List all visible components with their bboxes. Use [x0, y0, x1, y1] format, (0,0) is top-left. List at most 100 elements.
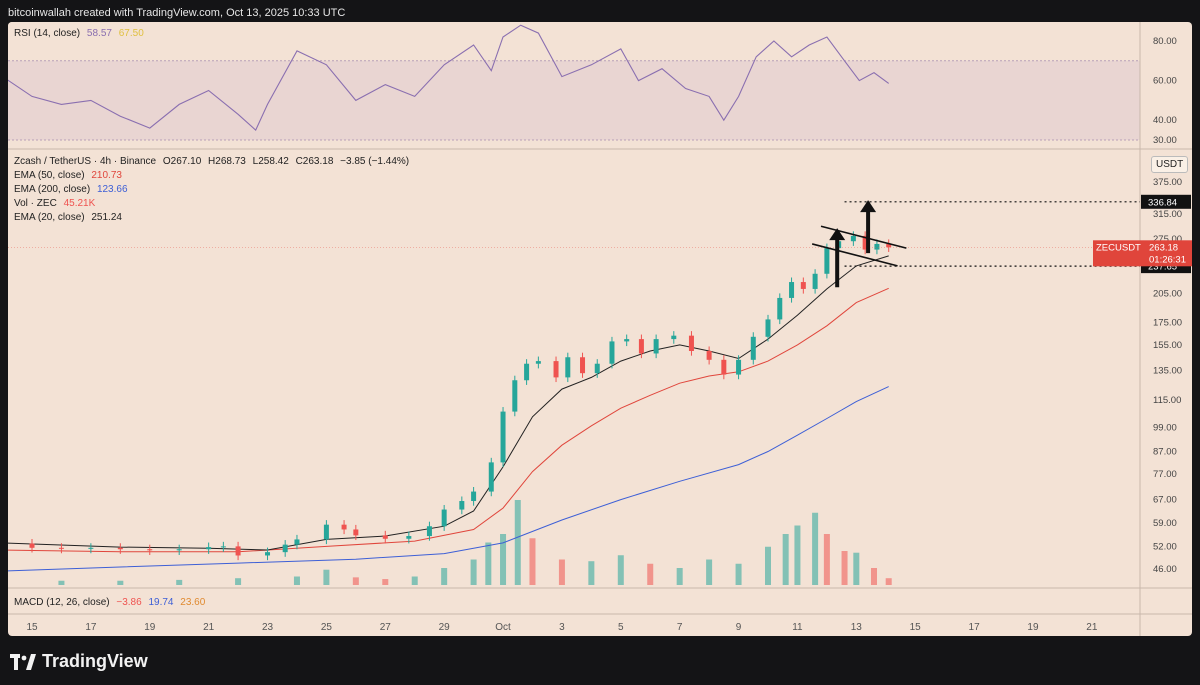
price-tick-11: 67.00: [1153, 495, 1177, 506]
candle-body: [488, 462, 494, 492]
candle-body: [777, 297, 783, 320]
candle-body: [874, 243, 880, 250]
level-tag-text-0: 336.84: [1148, 197, 1177, 208]
currency-button[interactable]: USDT: [1151, 156, 1189, 173]
time-tick-14: 13: [851, 622, 863, 633]
rsi-tick-1: 60.00: [1153, 76, 1177, 87]
candle-body: [235, 546, 241, 556]
volume-bar: [765, 546, 771, 585]
target-arrow-head: [860, 200, 877, 213]
ema20-legend: EMA (20, close) 251.24: [14, 212, 126, 223]
volume-bar: [676, 568, 683, 585]
price-tag-symbol: ZECUSDT: [1096, 242, 1141, 253]
candle-body: [706, 350, 712, 360]
price-tick-1: 315.00: [1153, 209, 1182, 220]
volume-bar: [617, 555, 624, 585]
candle-body: [721, 359, 727, 375]
macd-legend-v1: −3.86: [116, 597, 142, 608]
time-tick-17: 19: [1027, 622, 1039, 633]
candle-body: [765, 319, 771, 337]
main-legend-line1: Zcash / TetherUS · 4h · Binance O267.10 …: [14, 156, 413, 167]
volume-bar: [794, 525, 801, 585]
candle-body: [553, 361, 559, 378]
time-tick-16: 17: [969, 622, 981, 633]
time-tick-0: 15: [26, 622, 38, 633]
rsi-tick-2: 40.00: [1153, 115, 1177, 126]
candle-body: [524, 363, 530, 381]
candle-body: [800, 282, 806, 289]
volume-bar: [176, 579, 183, 585]
symbol-label: Zcash / TetherUS · 4h · Binance: [14, 156, 157, 167]
level-tag-text-1: 237.65: [1148, 262, 1177, 273]
candle-body: [382, 535, 388, 539]
ohlc-high: H268.73: [208, 156, 246, 167]
candle-body: [638, 339, 644, 354]
volume-bar: [558, 559, 565, 585]
price-tick-7: 115.00: [1153, 395, 1181, 406]
price-tick-13: 52.00: [1153, 541, 1177, 552]
candle-body: [176, 549, 182, 551]
volume-bar: [58, 580, 65, 585]
price-tick-5: 155.00: [1153, 340, 1182, 351]
rsi-legend-ma-value: 67.50: [118, 28, 144, 39]
flag-upper-line: [820, 225, 907, 249]
time-tick-6: 27: [380, 622, 392, 633]
tradingview-logo-text: TradingView: [42, 651, 148, 671]
candle-body: [750, 336, 756, 360]
header-caption: bitcoinwallah created with TradingView.c…: [8, 7, 346, 19]
candle-body: [653, 339, 659, 354]
rsi-legend: RSI (14, close) 58.57 67.50: [14, 28, 148, 39]
candle-body: [147, 549, 153, 551]
volume-legend: Vol · ZEC 45.21K: [14, 198, 99, 209]
candle-body: [812, 273, 818, 289]
price-tag: [1093, 240, 1192, 267]
tradingview-logo: TradingView: [10, 651, 148, 672]
time-tick-11: 7: [677, 622, 683, 633]
candle-body: [282, 544, 288, 553]
candle-body: [609, 341, 615, 364]
rsi-tick-3: 30.00: [1153, 135, 1177, 146]
ohlc-close: C263.18: [295, 156, 334, 167]
ohlc-low: L258.42: [252, 156, 289, 167]
price-tick-9: 87.00: [1153, 446, 1177, 457]
candle-body: [353, 529, 359, 536]
candle-body: [117, 547, 123, 550]
price-tag-countdown: 01:26:31: [1149, 254, 1186, 265]
ohlc-change: −3.85 (−1.44%): [340, 156, 410, 167]
ema20-legend-name: EMA (20, close): [14, 212, 85, 223]
price-tick-6: 135.00: [1153, 365, 1182, 376]
volume-bar: [293, 576, 300, 585]
rsi-legend-value: 58.57: [86, 28, 112, 39]
ema50-legend: EMA (50, close) 210.73: [14, 170, 126, 181]
volume-bar: [323, 569, 330, 585]
time-tick-10: 5: [618, 622, 624, 633]
candle-body: [535, 361, 541, 364]
price-tick-0: 375.00: [1153, 177, 1182, 188]
candle-body: [580, 357, 586, 374]
volume-bar: [352, 577, 359, 585]
ema50-line: [8, 287, 889, 553]
time-tick-9: 3: [559, 622, 565, 633]
chart-frame[interactable]: 80.00 60.00 40.00 30.00 375.00 315.00 275.00 20…: [8, 22, 1192, 636]
time-tick-4: 23: [262, 622, 274, 633]
candle-body: [594, 363, 600, 374]
candle-body: [441, 509, 447, 527]
volume-bar: [885, 578, 892, 585]
volume-bar: [500, 534, 507, 585]
macd-legend-name: MACD (12, 26, close): [14, 597, 110, 608]
chart-svg[interactable]: 80.00 60.00 40.00 30.00 375.00 315.00 275.00 20…: [8, 22, 1192, 636]
volume-bar: [812, 512, 819, 585]
candle-body: [471, 491, 477, 502]
candle-body: [824, 248, 830, 274]
price-tag-value: 263.18: [1149, 242, 1178, 253]
candle-body: [789, 282, 795, 298]
ema200-line: [8, 386, 889, 572]
candle-body: [512, 380, 518, 412]
candle-body: [323, 524, 329, 540]
volume-bar: [870, 568, 877, 585]
volume-bar: [485, 542, 492, 585]
macd-legend-v2: 19.74: [148, 597, 174, 608]
volume-bar: [117, 580, 124, 585]
time-tick-8: Oct: [495, 622, 511, 633]
time-tick-13: 11: [792, 622, 803, 633]
